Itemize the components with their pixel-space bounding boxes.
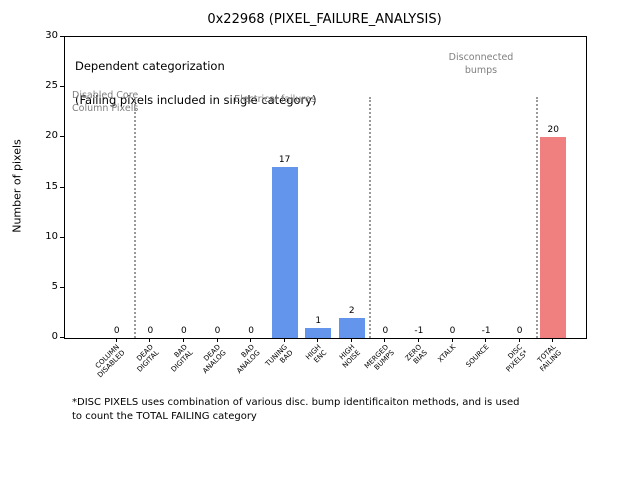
x-tick-mark [250,338,252,342]
y-tick-label: 15 [45,180,58,192]
annotation-disabled-core-column-pixels: Disabled Core Column Pixels [72,90,139,114]
section-separator-line [536,97,539,338]
y-tick-mark [60,236,64,238]
bar-value-label: -1 [481,326,491,336]
x-tick-label-text: XTALK [436,343,458,364]
bar [305,327,332,338]
section-separator-line [368,97,371,338]
x-tick-mark [485,338,487,342]
bar-value-label: 0 [214,326,221,336]
x-tick-mark [384,338,386,342]
bar-value-label: 0 [449,326,456,336]
y-tick-mark [60,136,64,138]
y-tick-label: 10 [45,230,58,242]
x-tick-mark [283,338,285,342]
x-tick-mark [350,338,352,342]
bar-value-label: 0 [181,326,187,336]
y-tick-mark [60,286,64,288]
section-separator-line [133,97,136,338]
x-tick-mark [451,338,453,342]
x-tick-label-text: BAD ANALOG [234,343,262,376]
x-tick-label-text: COLUMN DISABLED [94,343,128,380]
x-tick-label-text: DEAD ANALOG [201,343,228,376]
bar-value-label: 20 [547,125,559,136]
x-tick-label-text: MERGED BUMPS [362,343,396,372]
x-tick-mark [216,338,218,342]
x-tick-mark [149,338,151,342]
y-tick-label: 5 [51,280,58,292]
x-tick-label-text: TOTAL FAILING [536,343,564,374]
bar-value-label: 17 [278,155,291,166]
annotation-line-1: Dependent categorization [75,59,225,73]
bar-value-label: 0 [516,326,523,336]
annotation-electrical-failures: Electrical failures [234,94,316,105]
footnote: *DISC PIXELS uses combination of various… [72,397,520,422]
chart-title: 0x22968 (PIXEL_FAILURE_ANALYSIS) [207,12,442,27]
bar-value-label: 0 [113,326,120,336]
bar-value-label: 1 [315,315,322,326]
y-tick-mark [60,337,64,338]
bar [271,167,298,338]
y-axis-title: Number of pixels [10,139,24,233]
bar [338,317,365,338]
annotation-line-2: (Failing pixels included in single categ… [75,93,317,107]
y-tick-label: 20 [45,130,58,142]
x-tick-label-text: TUNING BAD [264,343,295,369]
bar [540,137,567,338]
x-tick-mark [552,338,554,342]
x-tick-mark [518,338,520,342]
y-tick-label: 0 [51,331,58,342]
x-tick-mark [417,338,419,342]
x-tick-mark [182,338,184,342]
annotation-disconnected-bumps: Disconnected bumps [448,52,514,76]
bar-value-label: 2 [348,305,355,316]
y-tick-label: 30 [45,30,58,41]
x-tick-label-text: ZERO BIAS [404,343,430,366]
x-tick-label-text: HIGH NOISE [338,343,363,370]
x-tick-label-text: DEAD DIGITAL [135,343,161,374]
bar-value-label: 0 [248,326,254,336]
x-tick-label-text: HIGH ENC [304,343,329,365]
bar-value-label: 0 [382,326,389,336]
plot-area: Dependent categorization (Failing pixels… [64,36,587,339]
y-tick-mark [60,186,64,188]
bar-value-label: 0 [147,326,154,336]
x-tick-mark [317,338,319,342]
x-tick-label-text: SOURCE [464,343,491,370]
x-tick-label-text: BAD DIGITAL [169,343,195,374]
y-tick-mark [60,86,64,88]
x-tick-mark [115,338,117,342]
bar-value-label: -1 [414,326,424,336]
x-tick-label-text: DISC PIXELS* [504,343,530,374]
y-tick-label: 25 [45,80,58,92]
y-tick-mark [60,36,64,37]
annotation-dependent-categorization: Dependent categorization (Failing pixels… [75,42,317,124]
